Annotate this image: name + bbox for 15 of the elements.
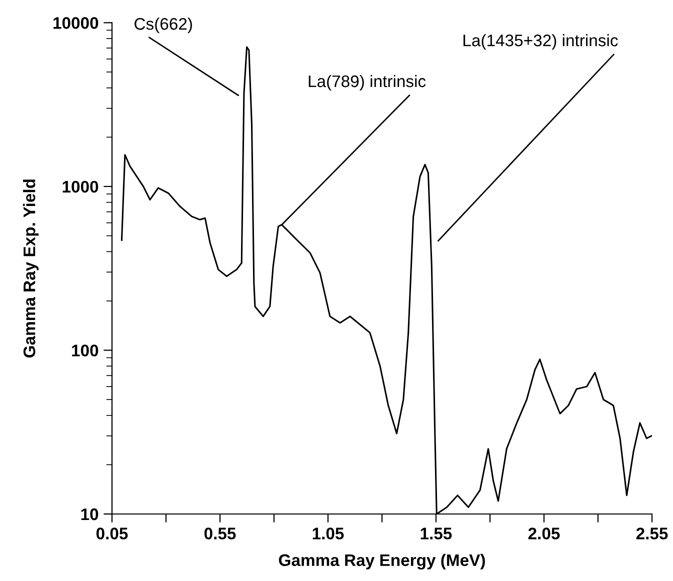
annotation: Cs(662) bbox=[134, 18, 192, 34]
x-tick-label: 0.05 bbox=[96, 528, 128, 540]
annotation: La(789) intrinsic bbox=[308, 74, 426, 90]
x-tick-label: 1.05 bbox=[312, 528, 344, 540]
y-tick-label: 10 bbox=[81, 508, 98, 520]
x-tick-label: 1.55 bbox=[420, 528, 452, 540]
x-axis-title: Gamma Ray Energy (MeV) bbox=[278, 554, 485, 570]
annotation: La(1435+32) intrinsic bbox=[464, 34, 618, 50]
y-axis-title: Gamma Ray Exp. Yield bbox=[23, 180, 39, 358]
x-tick-label: 0.55 bbox=[204, 528, 236, 540]
y-tick-label: 10000 bbox=[54, 17, 98, 29]
y-tick-label: 100 bbox=[72, 344, 98, 356]
x-tick-label: 2.55 bbox=[636, 528, 668, 540]
x-tick-label: 2.05 bbox=[528, 528, 560, 540]
y-tick-label: 1000 bbox=[62, 180, 98, 193]
